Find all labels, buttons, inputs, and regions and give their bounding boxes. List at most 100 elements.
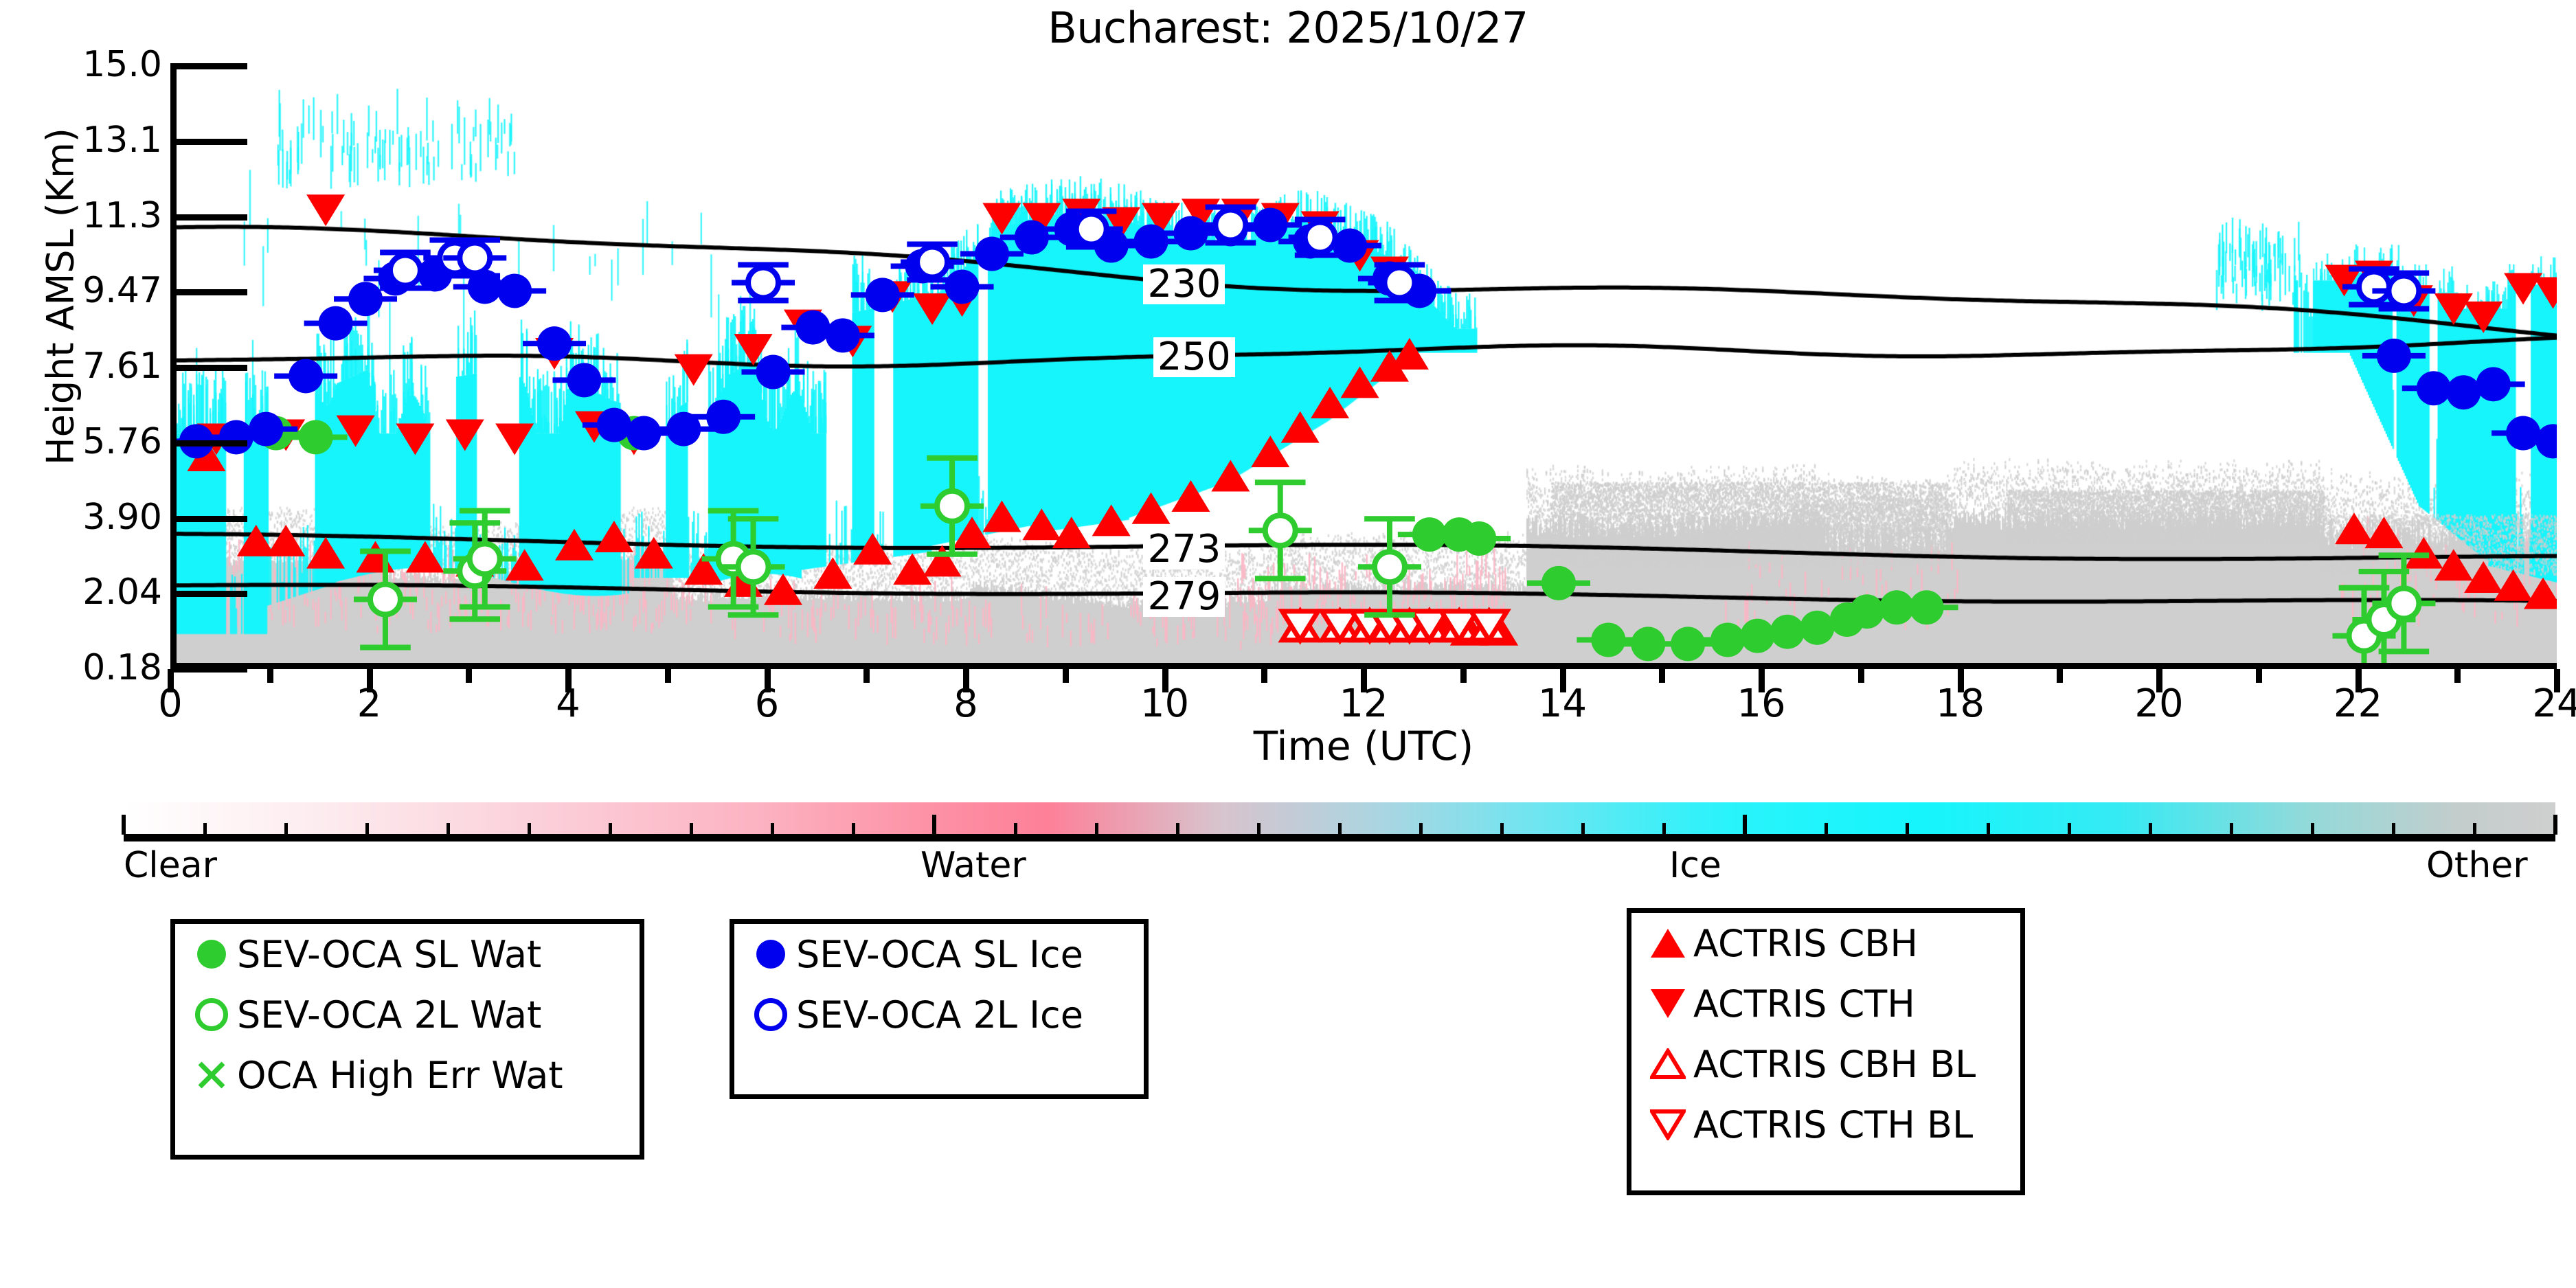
data-point (2535, 424, 2557, 459)
data-point (1253, 207, 1288, 242)
x-axis-tick (267, 669, 273, 683)
plot-area[interactable] (170, 66, 2557, 669)
legend-item-oca-high-err-wat[interactable]: OCA High Err Wat (175, 1045, 640, 1105)
colorbar-tick (2553, 815, 2557, 835)
data-point (2464, 561, 2503, 594)
colorbar-tick (852, 823, 855, 835)
data-point (1211, 460, 1250, 492)
data-point (387, 252, 423, 289)
colorbar-tick (771, 823, 774, 835)
y-axis-tick (170, 289, 247, 296)
x-axis-tick-label: 2 (357, 681, 382, 726)
x-axis-tick-label: 8 (953, 681, 978, 726)
data-point (1022, 203, 1061, 235)
data-point (1092, 504, 1131, 536)
data-point (1340, 366, 1379, 398)
isotherm-label-250: 250 (1153, 337, 1235, 377)
x-axis-tick (1460, 669, 1467, 683)
open-circle-icon (190, 998, 233, 1031)
legend-item-actris-cth[interactable]: ACTRIS CTH (1631, 973, 2020, 1034)
legend-label: ACTRIS CBH BL (1693, 1042, 1976, 1086)
data-point (348, 282, 383, 317)
data-point (1073, 211, 1109, 247)
colorbar-label-other: Other (2426, 845, 2528, 886)
colorbar-tick (1338, 823, 1342, 835)
isotherm-label-279: 279 (1143, 577, 1225, 618)
x-axis-tick (1162, 669, 1168, 692)
legend-item-sev-oca-2l-wat[interactable]: SEV-OCA 2L Wat (175, 984, 640, 1045)
legend-item-actris-cth-bl[interactable]: ACTRIS CTH BL (1631, 1094, 2020, 1155)
legend-item-actris-cbh[interactable]: ACTRIS CBH (1631, 913, 2020, 973)
x-axis-tick (565, 669, 572, 692)
x-axis-tick-label: 16 (1737, 681, 1786, 726)
x-axis-tick-label: 14 (1537, 681, 1588, 726)
data-point (1318, 609, 1362, 645)
data-point (674, 354, 713, 386)
y-axis-tick (170, 591, 247, 598)
y-axis-tick (170, 515, 247, 522)
y-axis-tick-label: 11.3 (82, 194, 162, 236)
data-point (684, 553, 723, 585)
colorbar-tick (609, 823, 612, 835)
data-point (1671, 626, 1706, 662)
data-point (1302, 219, 1338, 256)
data-point (505, 549, 544, 581)
data-point (865, 278, 900, 313)
data-point (2376, 338, 2411, 373)
data-point (626, 416, 662, 451)
x-axis-tick (2255, 669, 2262, 683)
colorbar-tick (1500, 823, 1504, 835)
y-axis-tick (170, 138, 247, 145)
data-point (2325, 264, 2364, 297)
data-point (495, 423, 534, 455)
x-axis-tick-label: 22 (2333, 681, 2383, 726)
data-point (457, 240, 493, 276)
legend-ice[interactable]: SEV-OCA SL Ice SEV-OCA 2L Ice (730, 919, 1149, 1099)
data-point (795, 310, 831, 345)
x-axis-tick (764, 669, 771, 692)
colorbar-tick (528, 823, 531, 835)
x-axis-tick (2156, 669, 2162, 692)
colorbar-tick (2230, 823, 2233, 835)
data-point (1280, 411, 1320, 443)
data-point (396, 423, 435, 455)
x-axis-tick (1659, 669, 1666, 683)
data-point (2494, 569, 2533, 601)
legend-label: SEV-OCA 2L Wat (237, 993, 542, 1037)
legend-label: SEV-OCA SL Ice (796, 932, 1083, 976)
x-axis-tick (1062, 669, 1069, 683)
legend-label: OCA High Err Wat (237, 1053, 563, 1097)
legend-item-sev-oca-sl-ice[interactable]: SEV-OCA SL Ice (734, 924, 1144, 984)
legend-item-sev-oca-sl-wat[interactable]: SEV-OCA SL Wat (175, 924, 640, 984)
y-axis-tick (170, 440, 247, 447)
colorbar-tick (690, 823, 693, 835)
data-point (555, 528, 594, 561)
data-point (934, 488, 971, 524)
colorbar-tick (1662, 823, 1666, 835)
y-axis-tick-label: 5.76 (82, 420, 162, 462)
legend-item-actris-cbh-bl[interactable]: ACTRIS CBH BL (1631, 1034, 2020, 1094)
filled-triangle-down-icon (1647, 989, 1689, 1018)
legend-water[interactable]: SEV-OCA SL Wat SEV-OCA 2L Wat OCA High E… (170, 919, 644, 1160)
data-point (267, 524, 306, 556)
colorbar-tick (447, 823, 450, 835)
data-point (666, 411, 701, 447)
data-point (945, 269, 980, 304)
data-point (1052, 517, 1091, 549)
legend-item-sev-oca-2l-ice[interactable]: SEV-OCA 2L Ice (734, 984, 1144, 1045)
colorbar-label-clear: Clear (124, 845, 217, 886)
x-axis-tick (1759, 669, 1765, 692)
colorbar-tick (203, 823, 207, 835)
y-axis-tick-label: 15.0 (82, 44, 162, 85)
data-point (497, 273, 532, 308)
legend-label: ACTRIS CTH BL (1693, 1103, 1974, 1146)
x-axis-tick (2057, 669, 2064, 683)
data-point (445, 419, 484, 451)
data-point (763, 573, 802, 605)
data-point (2524, 577, 2557, 609)
legend-actris[interactable]: ACTRIS CBH ACTRIS CTH ACTRIS CBH BL ACTR… (1627, 908, 2025, 1195)
data-point (2355, 269, 2392, 305)
data-point (567, 363, 602, 398)
x-axis-tick (863, 669, 870, 683)
x-axis-tick (1361, 669, 1367, 692)
